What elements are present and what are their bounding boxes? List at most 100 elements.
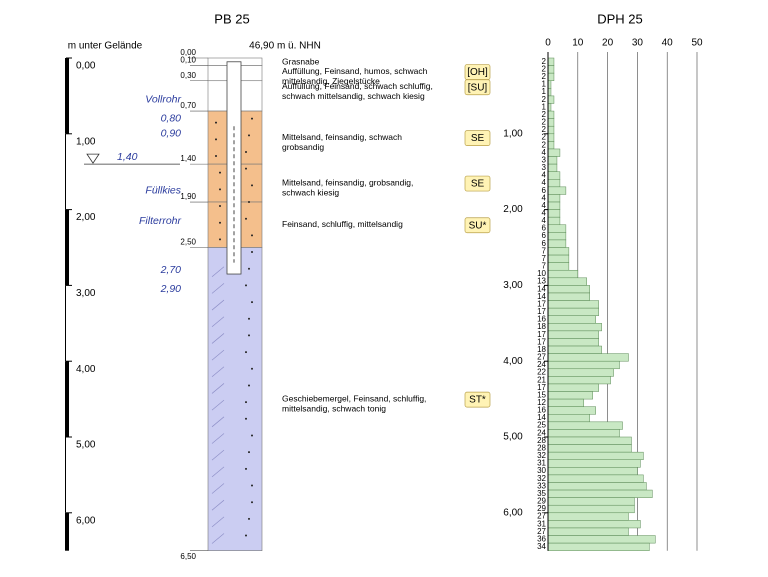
- bar: [547, 383, 599, 392]
- grain-dot: [248, 384, 250, 387]
- layer-depth: 6,50: [180, 552, 196, 561]
- value-label: 28: [537, 436, 546, 445]
- bar: [547, 292, 590, 301]
- bar: [547, 95, 555, 104]
- value-label: 2: [542, 110, 547, 119]
- soil-code-box: [464, 79, 491, 96]
- bar: [547, 323, 602, 332]
- grain-dot: [251, 234, 253, 237]
- value-label: 2: [542, 125, 547, 134]
- value-label: 4: [542, 148, 547, 157]
- bar: [547, 125, 555, 135]
- pipe-label: Filterrohr: [139, 215, 182, 227]
- pipe-label: 2,90: [160, 283, 182, 295]
- layer-depth: 0,70: [180, 101, 196, 110]
- bar: [547, 186, 567, 195]
- grain-dot: [251, 301, 253, 304]
- value-label: 21: [537, 375, 546, 384]
- value-label: 7: [542, 246, 547, 255]
- marl-hatch: [211, 516, 225, 528]
- value-label: 2: [542, 95, 547, 104]
- bar: [547, 497, 635, 506]
- pipe-label: Füllkies: [145, 184, 181, 196]
- depth-scale-segment: [65, 361, 69, 437]
- bar: [547, 330, 599, 339]
- depth-scale-segment: [65, 512, 69, 551]
- bar: [547, 239, 567, 248]
- value-label: 29: [537, 504, 546, 513]
- pipe-label: 0,90: [161, 128, 182, 140]
- bar: [547, 489, 653, 498]
- bar: [547, 406, 596, 415]
- marl-hatch: [211, 299, 225, 311]
- value-label: 6: [542, 186, 547, 195]
- x-tick-label: 20: [602, 38, 614, 49]
- value-label: 31: [537, 519, 546, 528]
- layer-description: Mittelsand, feinsandig, grobsandig,: [282, 177, 413, 187]
- depth-scale-segment: [65, 58, 69, 134]
- bar: [547, 360, 620, 370]
- layer-description: mittelsandig, Ziegelstücke: [282, 76, 380, 86]
- soil-layer: [207, 247, 263, 552]
- value-label: 2: [542, 140, 547, 149]
- value-label: 25: [537, 421, 546, 430]
- bar: [547, 262, 570, 271]
- water-level: 1,40: [117, 151, 138, 163]
- value-label: 1: [542, 87, 547, 96]
- layer-depth: 0,10: [180, 56, 196, 65]
- marl-hatch: [211, 483, 225, 494]
- bar: [547, 209, 561, 218]
- value-label: 36: [537, 534, 546, 543]
- soil-code: [SU]: [468, 82, 488, 93]
- axis-label: m unter Gelände: [68, 41, 143, 52]
- depth-scale-segment: [65, 209, 69, 286]
- marl-hatch: [211, 316, 225, 328]
- pipe-label: 2,70: [160, 264, 182, 276]
- layer-depth: 0,30: [180, 71, 196, 80]
- marl-hatch: [211, 466, 225, 478]
- grain-dot: [251, 434, 253, 437]
- grain-dot: [219, 238, 221, 241]
- bar: [547, 72, 555, 81]
- soil-code: SU*: [469, 220, 487, 231]
- grain-dot: [245, 534, 247, 537]
- bar: [547, 520, 641, 529]
- axis-tick-label: 2,00: [76, 212, 96, 223]
- axis-tick-label: 0,00: [76, 61, 96, 72]
- marl-hatch: [211, 366, 225, 378]
- y-tick-label: 2,00: [503, 204, 523, 215]
- value-label: 7: [542, 262, 547, 271]
- value-label: 18: [537, 345, 546, 354]
- marl-hatch: [211, 449, 225, 461]
- grain-dot: [245, 284, 247, 287]
- layer-description: Grasnabe: [282, 56, 320, 66]
- layer-description: mittelsandig, schwach tonig: [282, 403, 386, 413]
- grain-dot: [215, 121, 217, 124]
- bar: [547, 474, 644, 483]
- x-tick-label: 10: [572, 38, 584, 49]
- value-label: 15: [537, 390, 546, 399]
- value-label: 16: [537, 315, 546, 324]
- grain-dot: [248, 317, 250, 320]
- bar: [547, 254, 570, 263]
- bar: [547, 156, 558, 165]
- bar: [547, 353, 629, 362]
- marl-hatch: [211, 349, 225, 361]
- soil-code-box: [464, 130, 491, 146]
- pipe: [226, 61, 242, 275]
- bar: [547, 300, 599, 309]
- bar: [547, 368, 614, 377]
- value-label: 27: [537, 353, 546, 362]
- grain-dot: [245, 417, 247, 420]
- bar: [547, 504, 635, 514]
- value-label: 4: [542, 208, 547, 217]
- value-label: 28: [537, 443, 546, 452]
- elevation: 46,90 m ü. NHN: [249, 41, 321, 52]
- value-label: 17: [537, 330, 546, 339]
- bar: [547, 451, 644, 460]
- layer-description: schwach mittelsandig, schwach kiesig: [282, 91, 425, 101]
- value-label: 2: [542, 72, 547, 81]
- bar: [547, 391, 593, 400]
- value-label: 1: [542, 80, 547, 89]
